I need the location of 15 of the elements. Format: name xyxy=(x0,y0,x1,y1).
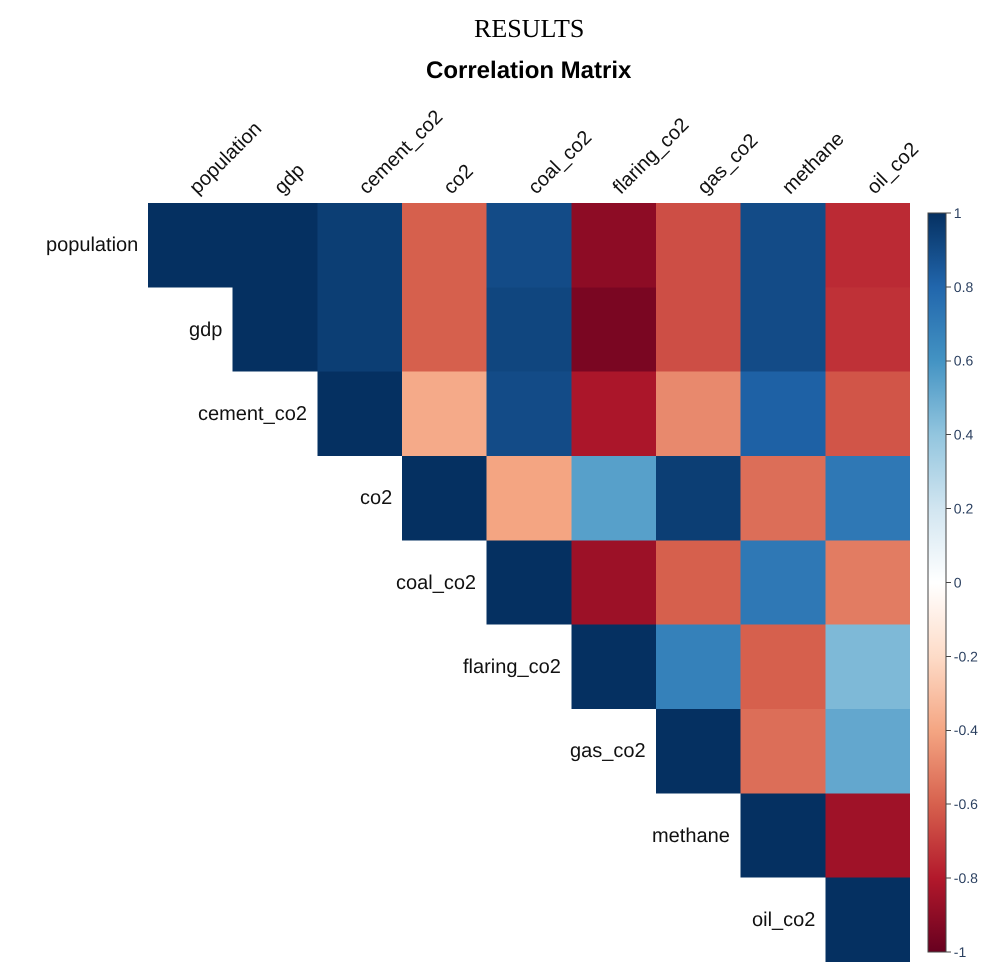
color-bar-label: 0.8 xyxy=(954,278,974,295)
x-tick-label: gdp xyxy=(270,159,310,199)
color-bar-label: 1 xyxy=(954,204,962,221)
color-bar-label: -0.8 xyxy=(954,870,978,886)
color-bar-label: 0.4 xyxy=(954,426,974,443)
chart-title: RESULTS xyxy=(474,14,584,43)
color-bar-label: 0.6 xyxy=(954,352,974,369)
color-bar-label: 0 xyxy=(954,574,962,590)
color-bar-label: -0.2 xyxy=(954,648,978,664)
chart-subtitle: Correlation Matrix xyxy=(426,57,632,84)
color-bar-label: -0.6 xyxy=(954,796,978,812)
color-bar-label: -0.4 xyxy=(954,722,978,738)
x-tick-label: co2 xyxy=(439,160,478,199)
color-bar-label: -1 xyxy=(954,944,966,960)
color-bar-label: 0.2 xyxy=(954,500,974,516)
